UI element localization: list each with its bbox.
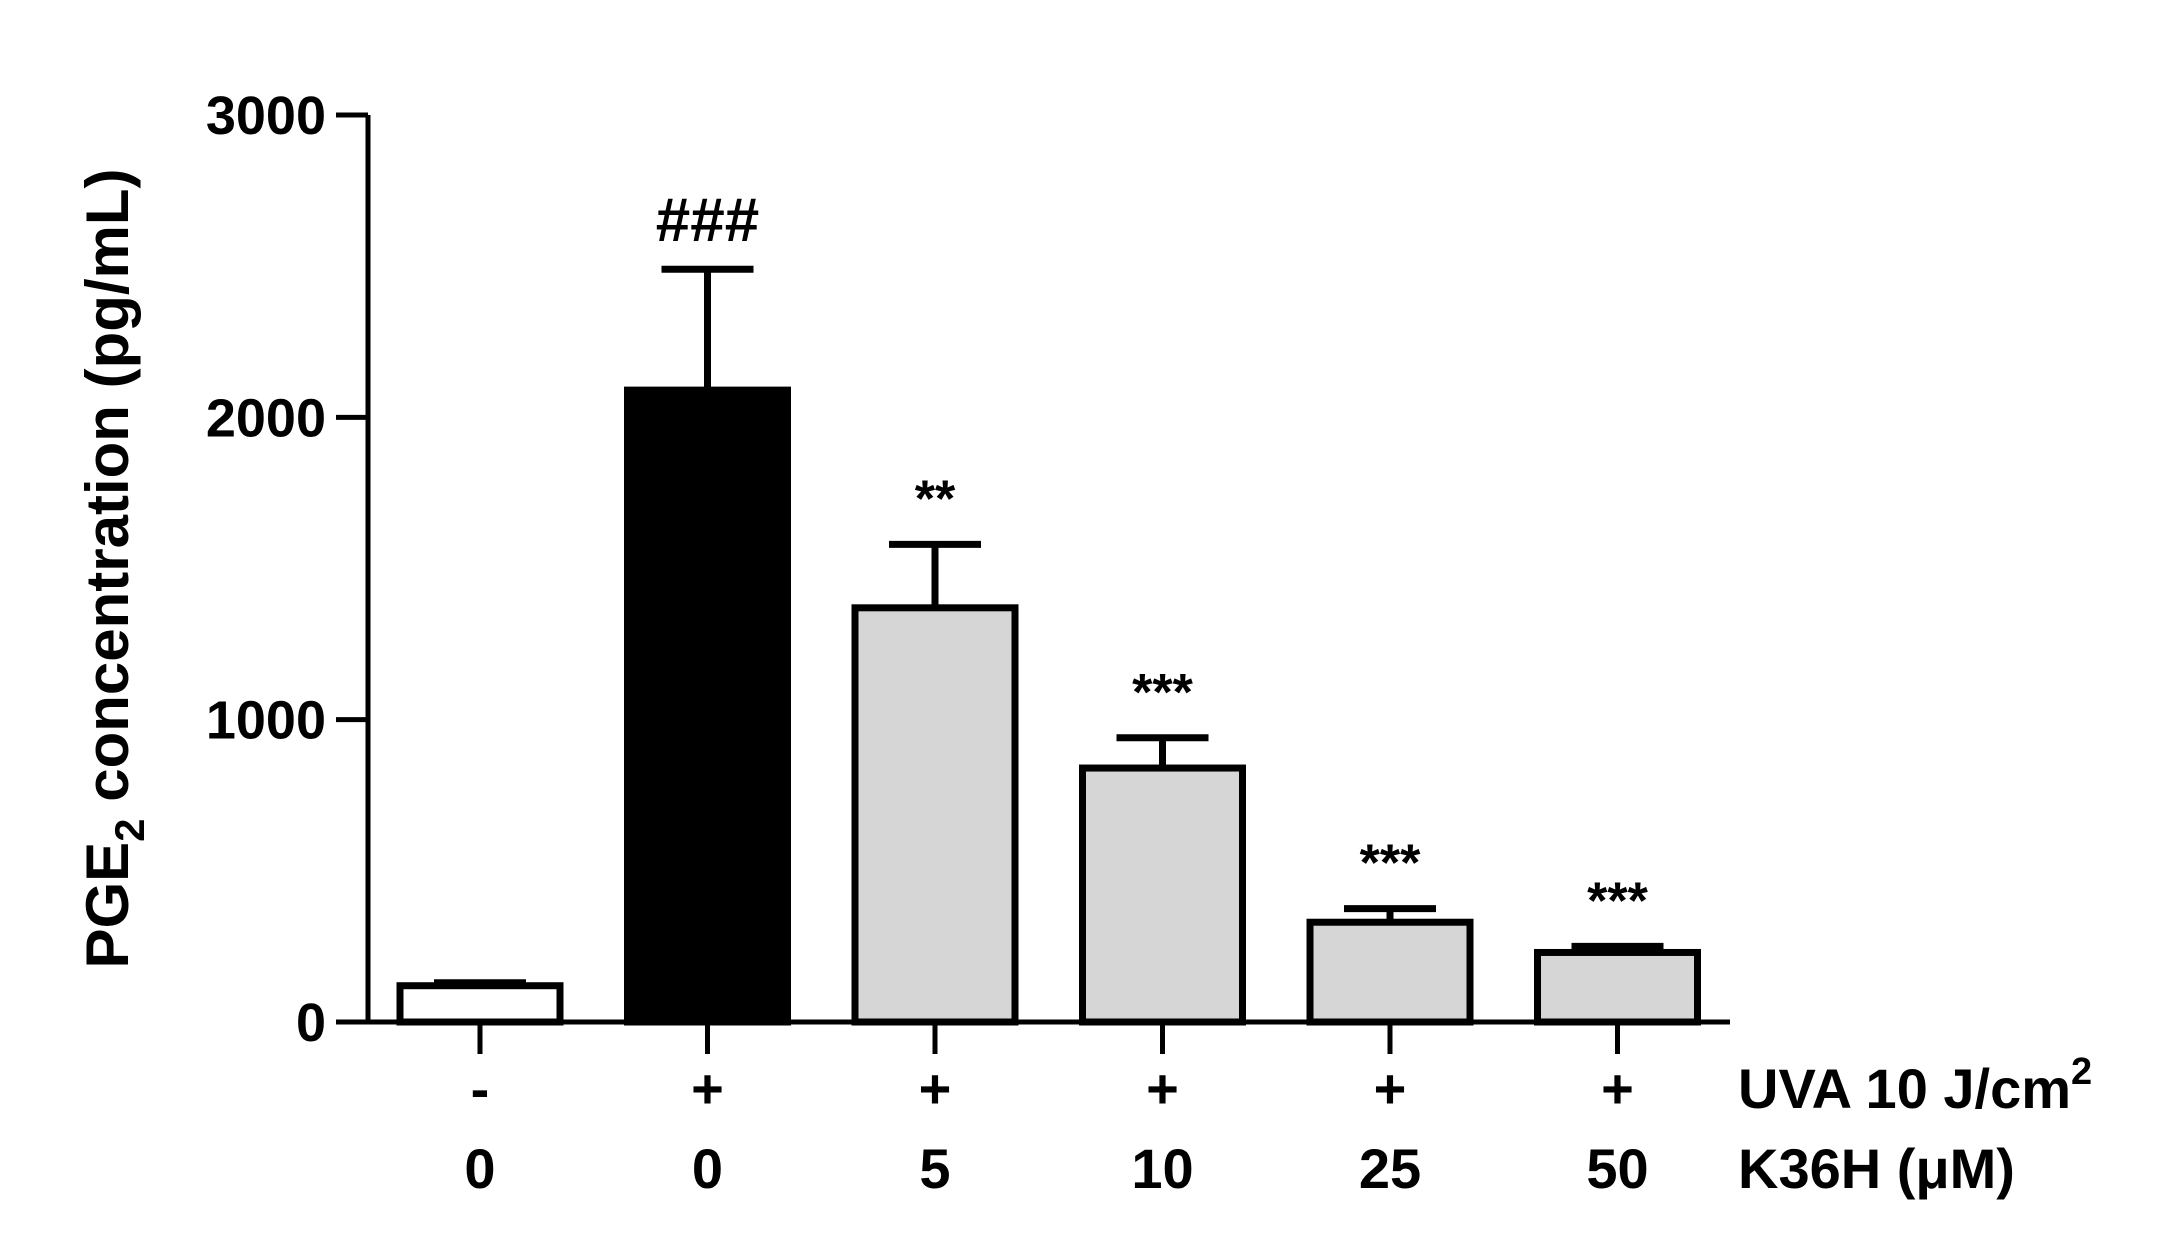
uva-row-label: -: [471, 1057, 490, 1120]
k36h-row-label: 25: [1359, 1137, 1421, 1200]
uva-row-title-superscript: 2: [2071, 1051, 2092, 1093]
significance-label: ***: [1360, 835, 1421, 893]
y-tick-label: 1000: [206, 691, 326, 751]
y-tick-label: 2000: [206, 388, 326, 448]
bar: [1079, 764, 1246, 1026]
significance-label: ###: [656, 186, 759, 255]
uva-row-title-main: UVA 10 J/cm: [1738, 1057, 2071, 1120]
significance-label: ***: [1132, 664, 1193, 722]
k36h-row-title: K36H (μM): [1738, 1137, 2015, 1200]
bar: [851, 604, 1019, 1026]
k36h-row-label: 0: [692, 1137, 723, 1200]
y-axis-title-main: PGE: [74, 842, 141, 969]
k36h-row-label: 5: [919, 1137, 950, 1200]
uva-row-title: UVA 10 J/cm2: [1738, 1051, 2092, 1120]
y-tick-label: 0: [296, 993, 326, 1053]
significance-label: **: [915, 470, 956, 528]
uva-row-label: +: [1146, 1057, 1179, 1120]
k36h-row-label: 50: [1586, 1137, 1648, 1200]
bar: [624, 386, 791, 1026]
k36h-row-label: 10: [1131, 1137, 1193, 1200]
axes: [336, 112, 1730, 1054]
uva-row-label: +: [1374, 1057, 1407, 1120]
y-axis-title: PGE2 concentration (pg/mL): [74, 168, 153, 968]
bars: [396, 265, 1701, 1026]
bar: [1306, 918, 1474, 1026]
uva-row-label: +: [919, 1057, 952, 1120]
bar: [1534, 948, 1701, 1026]
y-tick-label: 3000: [206, 86, 326, 146]
k36h-row-label: 0: [464, 1137, 495, 1200]
uva-row-label: +: [1601, 1057, 1634, 1120]
y-axis-title-rest: concentration (pg/mL): [74, 168, 141, 818]
uva-row-label: +: [691, 1057, 724, 1120]
y-axis-title-subscript: 2: [106, 818, 153, 841]
bar: [396, 982, 564, 1026]
significance-label: ***: [1587, 872, 1648, 930]
